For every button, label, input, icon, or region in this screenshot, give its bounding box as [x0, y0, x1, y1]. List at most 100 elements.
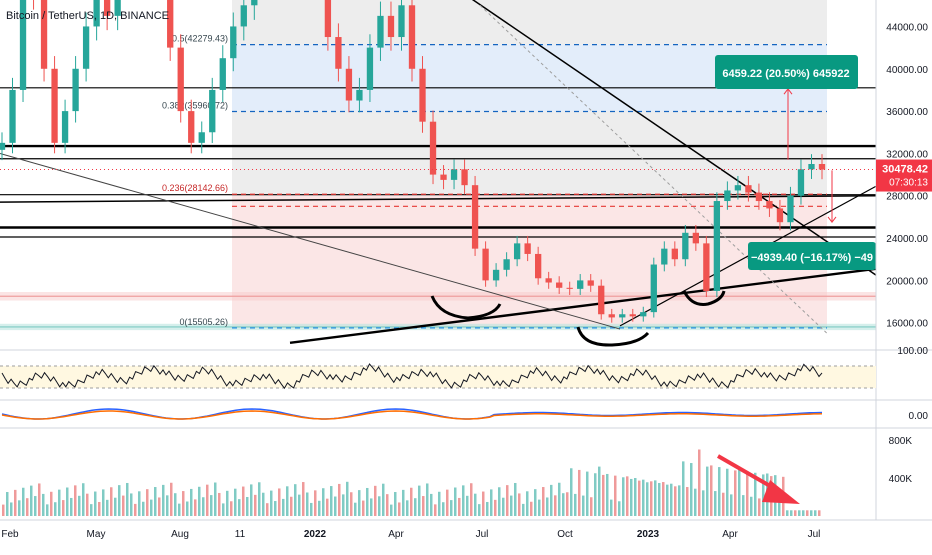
volume-bar — [386, 494, 389, 516]
candle-body — [177, 47, 184, 112]
volume-bar — [438, 491, 441, 516]
time-tick-label: 2023 — [637, 529, 660, 540]
candle-body — [188, 111, 195, 143]
volume-bar — [530, 501, 533, 516]
volume-bar — [622, 477, 625, 516]
fib-level-label: 0(15505.26) — [179, 317, 228, 327]
volume-bar — [538, 499, 541, 516]
candle-body — [608, 314, 615, 318]
volume-bar — [50, 491, 53, 516]
measure-arrowhead — [827, 216, 837, 224]
volume-bar — [82, 483, 85, 516]
measure-label-up: 6459.22 (20.50%) 645922 — [722, 68, 849, 80]
volume-bar — [178, 503, 181, 516]
volume-bar — [330, 486, 333, 516]
candle-body — [398, 5, 405, 38]
time-tick-label: Aug — [171, 529, 189, 540]
candle-body — [671, 248, 678, 260]
volume-bar — [250, 484, 253, 516]
candle-body — [51, 68, 58, 143]
current-price-badge — [876, 159, 932, 192]
volume-bar — [106, 499, 109, 516]
candle-body — [82, 26, 90, 69]
volume-bar — [470, 483, 473, 516]
drawn-curve — [576, 326, 650, 347]
volume-bar — [190, 488, 193, 516]
volume-bar — [314, 490, 317, 516]
candle-body — [566, 287, 573, 289]
time-tick-label: 11 — [235, 529, 246, 540]
volume-bar — [374, 485, 377, 516]
volume-bar — [118, 485, 121, 516]
volume-bar — [98, 501, 101, 516]
time-tick-label: Apr — [388, 529, 404, 540]
volume-bar — [502, 497, 505, 516]
volume-bar — [582, 495, 585, 516]
volume-bar — [662, 482, 665, 516]
volume-bar — [706, 466, 709, 516]
volume-bar — [206, 484, 209, 516]
volume-bar — [378, 496, 381, 516]
volume-bar — [6, 492, 9, 516]
volume-tick-label: 800K — [889, 436, 913, 447]
candle-body — [556, 282, 563, 288]
candle-body — [461, 169, 468, 186]
volume-bar — [214, 482, 217, 516]
time-tick-label: Feb — [1, 529, 19, 540]
trendline-support — [289, 267, 877, 345]
volume-bar — [434, 504, 437, 516]
volume-bar — [10, 502, 13, 516]
volume-bar — [634, 478, 637, 516]
candle-body — [776, 208, 784, 223]
candle-body — [808, 164, 815, 170]
volume-bar — [218, 492, 221, 516]
volume-bar — [402, 489, 405, 516]
volume-bar — [426, 483, 429, 516]
volume-bar — [158, 497, 161, 516]
volume-bar — [282, 498, 285, 516]
volume-bar — [186, 501, 189, 516]
volume-bar — [638, 480, 641, 516]
volume-bar — [590, 497, 593, 516]
volume-bar — [526, 491, 529, 516]
volume-bar — [298, 494, 301, 516]
volume-bar — [554, 495, 557, 516]
volume-bar — [2, 504, 5, 516]
volume-bar — [338, 483, 341, 516]
candle-body — [787, 195, 794, 223]
candle-body — [40, 0, 48, 69]
volume-bar — [414, 498, 417, 516]
volume-bar — [18, 500, 21, 516]
candle-body — [513, 243, 521, 260]
candle-body — [629, 314, 636, 317]
volume-bar — [14, 489, 17, 516]
axis-bg — [876, 0, 932, 550]
time-tick-label: 2022 — [304, 529, 327, 540]
volume-bar — [94, 491, 97, 516]
candle-body — [377, 15, 384, 48]
volume-bar — [558, 482, 561, 516]
volume-bar — [598, 466, 601, 516]
volume-bar — [602, 474, 605, 516]
level-zone-teal — [0, 323, 876, 331]
volume-bar — [394, 492, 397, 516]
volume-bar — [446, 489, 449, 516]
volume-bar — [614, 475, 617, 516]
fib-level-label: 0.5(42279.43) — [172, 34, 228, 44]
volume-bar — [398, 502, 401, 516]
volume-bar — [606, 473, 609, 516]
volume-bar — [302, 482, 305, 516]
volume-bar — [626, 476, 629, 516]
trendline-dotted — [479, 4, 828, 334]
volume-bar — [802, 510, 805, 516]
volume-bar — [814, 510, 817, 516]
fib-level-label: 0.236(28142.66) — [162, 183, 228, 193]
volume-bar — [610, 499, 613, 516]
volume-bar — [22, 487, 25, 516]
volume-bar — [318, 500, 321, 516]
volume-bar — [458, 497, 461, 516]
volume-bar — [566, 492, 569, 516]
volume-bar — [694, 488, 697, 516]
